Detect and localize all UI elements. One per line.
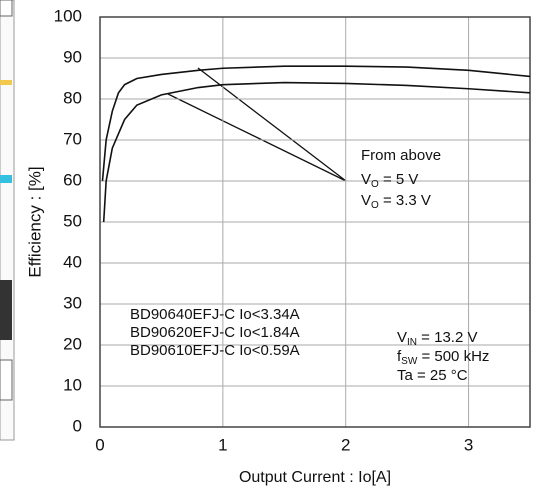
y-tick-label: 100 xyxy=(54,6,82,25)
y-tick-label: 30 xyxy=(63,293,82,312)
part-label: BD90610EFJ-C Io<0.59A xyxy=(130,342,300,359)
annotation-line-part: = 3.3 V xyxy=(379,192,431,209)
condition: VIN = 13.2 V xyxy=(397,329,477,348)
y-tick-label: 90 xyxy=(63,47,82,66)
x-tick-label: 2 xyxy=(341,435,350,454)
condition-part: = 13.2 V xyxy=(417,329,477,346)
annotation-line-part: V xyxy=(361,171,371,188)
x-tick-label: 3 xyxy=(464,435,473,454)
condition-part: f xyxy=(397,348,402,365)
annotation-line-part: = 5 V xyxy=(379,171,419,188)
line-series xyxy=(102,81,531,223)
condition: Ta = 25 °C xyxy=(397,367,468,384)
condition: fSW = 500 kHz xyxy=(397,348,489,367)
side-fragment xyxy=(0,0,15,441)
condition-part: = 500 kHz xyxy=(417,348,489,365)
y-tick-label: 70 xyxy=(63,129,82,148)
part-label: BD90620EFJ-C Io<1.84A xyxy=(130,324,300,341)
y-tick-label: 0 xyxy=(73,416,82,435)
annotation-line: VO = 5 V xyxy=(361,171,418,190)
y-tick-label: 20 xyxy=(63,334,82,353)
part-label: BD90640EFJ-C Io<3.34A xyxy=(130,306,300,323)
y-axis-label: Efficiency : [%] xyxy=(25,166,44,277)
x-tick-label: 1 xyxy=(218,435,227,454)
y-tick-label: 60 xyxy=(63,170,82,189)
plot-frame xyxy=(99,16,531,428)
annotation-line-part: O xyxy=(371,179,379,190)
x-tick-label: 0 xyxy=(95,435,104,454)
condition-part: SW xyxy=(401,356,418,367)
condition-part: V xyxy=(397,329,407,346)
annotation-line-part: V xyxy=(361,192,371,209)
condition-part: IN xyxy=(407,337,417,348)
pointer-line xyxy=(167,93,347,182)
annotation-line-part: O xyxy=(371,200,379,211)
y-tick-label: 50 xyxy=(63,211,82,230)
line-series xyxy=(101,65,531,182)
y-tick-label: 80 xyxy=(63,88,82,107)
annotation-heading: From above xyxy=(361,147,441,164)
x-axis-label: Output Current : Io[A] xyxy=(239,469,391,486)
annotation-line: VO = 3.3 V xyxy=(361,192,431,211)
condition-part: Ta = 25 °C xyxy=(397,367,468,384)
y-tick-label: 10 xyxy=(63,375,82,394)
y-tick-label: 40 xyxy=(63,252,82,271)
